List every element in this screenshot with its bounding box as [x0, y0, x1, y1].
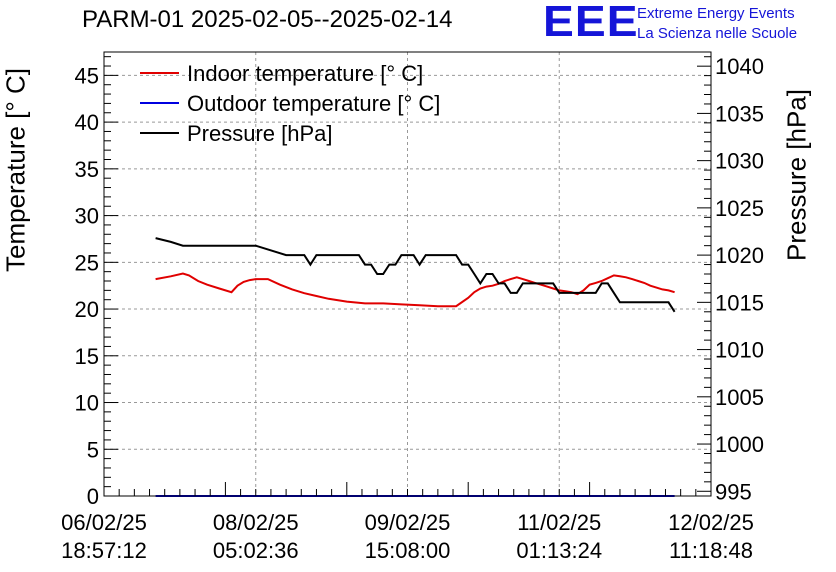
x-tick-label-date: 06/02/25 [61, 510, 147, 535]
y-right-tick-label: 1010 [715, 338, 764, 363]
x-tick-label-time: 11:18:48 [669, 538, 753, 563]
x-tick-label-date: 11/02/25 [517, 510, 601, 535]
legend-label-2: Pressure [hPa] [187, 121, 333, 146]
y-right-tick-label: 1000 [715, 432, 764, 457]
axes: 0510152025303540459951000100510101015102… [61, 54, 764, 563]
grid [104, 52, 711, 496]
eee-logo: EEE [543, 0, 639, 46]
legend: Indoor temperature [° C] Outdoor temperat… [140, 61, 440, 146]
x-tick-label-time: 15:08:00 [365, 538, 451, 563]
logo-line-2: La Scienza nelle Scuole [637, 25, 798, 42]
y-left-tick-label: 30 [75, 204, 99, 229]
y-left-tick-label: 0 [87, 484, 99, 509]
y-right-tick-label: 1015 [715, 290, 764, 315]
series-line-2 [155, 237, 676, 313]
y-left-tick-label: 15 [75, 344, 99, 369]
y-right-tick-label: 1005 [715, 385, 764, 410]
y-left-tick-label: 10 [75, 391, 99, 416]
logo-line-1: Extreme Energy Events [637, 5, 795, 22]
x-tick-label-time: 01:13:24 [516, 538, 602, 563]
x-tick-label-time: 05:02:36 [213, 538, 299, 563]
y-left-tick-label: 45 [75, 63, 99, 88]
y-right-tick-label: 1025 [715, 196, 764, 221]
x-tick-label-time: 18:57:12 [61, 538, 147, 563]
y-right-tick-label: 1040 [715, 54, 764, 79]
legend-label-1: Outdoor temperature [° C] [187, 91, 440, 116]
y-left-tick-label: 5 [87, 437, 99, 462]
legend-label-0: Indoor temperature [° C] [187, 61, 423, 86]
x-tick-label-date: 12/02/25 [668, 510, 754, 535]
y-left-tick-label: 40 [75, 110, 99, 135]
y-left-tick-label: 25 [75, 250, 99, 275]
x-tick-label-date: 08/02/25 [213, 510, 299, 535]
y-right-tick-label: 995 [715, 479, 752, 504]
y-right-tick-label: 1030 [715, 149, 764, 174]
chart-title: PARM-01 2025-02-05--2025-02-14 [82, 6, 453, 33]
series-line-0 [155, 272, 675, 308]
y-right-tick-label: 1035 [715, 101, 764, 126]
y-right-tick-label: 1020 [715, 243, 764, 268]
series-layer [155, 237, 676, 497]
y-left-tick-label: 20 [75, 297, 99, 322]
x-tick-label-date: 09/02/25 [365, 510, 451, 535]
y-left-tick-label: 35 [75, 157, 99, 182]
